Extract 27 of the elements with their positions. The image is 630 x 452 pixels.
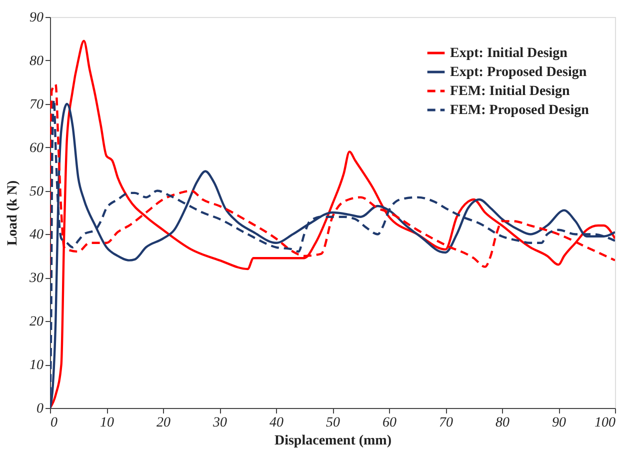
y-tick-label: 10 [30,358,44,374]
x-axis-title: Displacement (mm) [274,434,392,448]
y-tick-label: 50 [30,184,44,200]
x-tick-label: 60 [382,416,396,430]
x-tick-label: 100 [594,416,616,430]
legend-label: FEM: Initial Design [450,84,570,99]
x-tick-label: 70 [439,416,453,430]
x-tick-label: 10 [100,416,114,430]
legend-label: FEM: Proposed Design [450,103,590,118]
x-tick-label: 50 [326,416,340,430]
y-tick-label: 0 [36,402,44,416]
x-tick-label: 30 [212,416,227,430]
legend-label: Expt: Initial Design [450,46,568,61]
x-tick-label: 20 [156,416,170,430]
x-tick-label: 90 [552,416,566,430]
y-tick-label: 40 [30,228,44,243]
y-tick-label: 60 [30,140,44,156]
y-tick-label: 20 [30,314,44,330]
x-tick-label: 80 [496,416,510,430]
legend-label: Expt: Proposed Design [450,65,587,80]
y-tick-label: 90 [30,10,44,26]
y-axis-title: Load (k N) [6,180,20,246]
x-tick-label: 0 [50,416,58,430]
y-tick-label: 80 [30,54,44,69]
y-tick-label: 70 [30,97,44,112]
y-tick-label: 30 [28,271,44,286]
x-tick-label: 40 [270,416,284,430]
